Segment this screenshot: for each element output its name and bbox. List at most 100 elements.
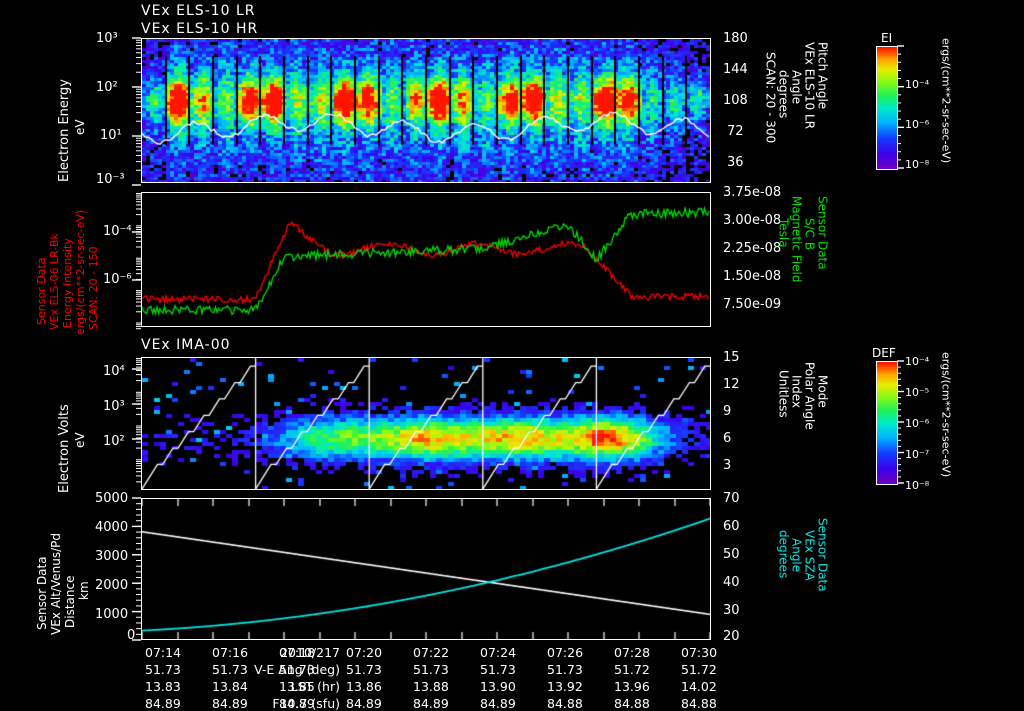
panel3-ytick-1: 10³ <box>103 399 125 414</box>
table-cell: 13.88 <box>413 679 449 694</box>
table-cell: 84.89 <box>279 696 315 711</box>
panel1-right-label-2: VEx ELS-10 LR <box>802 42 817 130</box>
panel2-right-label-1: Sensor Data <box>815 196 830 270</box>
colorbar3-title: DEF <box>872 346 896 360</box>
table-cell: 07:30 <box>681 645 718 660</box>
panel3-rtick-4: 3 <box>723 458 732 473</box>
table-cell: 84.89 <box>480 696 516 711</box>
colorbar3-tick-4: 10⁻⁸ <box>905 479 930 492</box>
panel1-rtick-4: 36 <box>727 155 744 170</box>
panel2-rtick-0: 3.75e-08 <box>723 185 782 200</box>
panel2-rtick-4: 7.50e-09 <box>723 297 782 312</box>
table-cell: 13.92 <box>547 679 583 694</box>
table-cell: 07:18 <box>279 645 316 660</box>
panel4-ytick-2: 3000 <box>95 549 129 564</box>
panel4-right-label-2: VEx SZA <box>802 530 817 581</box>
panel1-left-axis-name: Electron Energy <box>57 42 72 182</box>
table-cell: 13.86 <box>346 679 382 694</box>
colorbar1-tick-1: 10⁻⁶ <box>905 118 930 131</box>
panel2-left-label-5: SCAN: 20 - 150 <box>87 246 100 330</box>
table-cell: 51.73 <box>279 662 315 677</box>
panel1-rtick-3: 72 <box>727 124 744 139</box>
panel2-rtick-1: 3.00e-08 <box>723 213 782 228</box>
panel1-left-axis-units: eV <box>73 119 87 135</box>
colorbar3 <box>876 361 898 485</box>
panel3-left-axis-name: Electron Volts <box>57 404 72 493</box>
panel3-ytick-0: 10⁴ <box>103 364 125 379</box>
panel4-left-label-3: Distance <box>63 575 77 628</box>
table-row-label-2: LST (hr) <box>290 679 340 694</box>
panel1-right-label-5: SCAN: 20 - 300 <box>763 52 778 144</box>
panel2-right-label-3: Magnetic Field <box>789 196 804 283</box>
panel4-ytick-1: 4000 <box>95 520 129 535</box>
table-cell: 13.90 <box>480 679 516 694</box>
panel3-right-label-2: Polar Angle <box>802 362 817 430</box>
panel1-plot[interactable] <box>141 38 711 183</box>
table-row-label-3: F10.7 (sfu) <box>272 696 340 711</box>
panel1-right-label-3: Angle <box>789 70 804 105</box>
panel2-plot[interactable] <box>141 192 711 327</box>
panel1-ytick-0: 10³ <box>96 31 118 46</box>
colorbar1 <box>876 46 898 170</box>
panel1-title-lr: VEx ELS-10 LR <box>141 3 256 19</box>
panel4-right-label-1: Sensor Data <box>815 518 830 592</box>
panel3-right-label-1: Mode <box>815 375 830 408</box>
panel4-rtick-1: 60 <box>723 519 740 534</box>
colorbar3-tick-3: 10⁻⁷ <box>905 448 930 461</box>
table-cell: 14.02 <box>681 679 717 694</box>
table-cell: 51.73 <box>346 662 382 677</box>
panel3-rtick-1: 12 <box>723 377 740 392</box>
panel3-ytick-2: 10² <box>103 434 125 449</box>
table-cell: 13.83 <box>145 679 181 694</box>
panel2-left-label-1: Sensor Data <box>35 257 48 325</box>
panel3-plot[interactable] <box>141 357 711 490</box>
panel3-rtick-3: 6 <box>723 431 732 446</box>
panel4-ytick-5: 0 <box>127 628 136 643</box>
table-cell: 84.89 <box>145 696 181 711</box>
panel2-left-label-2: VEx ELS-06 LR-Bk <box>48 233 61 330</box>
panel4-rtick-3: 40 <box>723 575 740 590</box>
panel4-rtick-0: 70 <box>723 491 740 506</box>
table-cell: 07:16 <box>212 645 249 660</box>
table-cell: 51.73 <box>212 662 248 677</box>
panel1-ytick-2: 10¹ <box>100 128 122 143</box>
panel1-rtick-2: 108 <box>723 93 748 108</box>
table-cell: 13.84 <box>212 679 248 694</box>
panel1-title-hr: VEx ELS-10 HR <box>141 21 259 37</box>
table-cell: 84.88 <box>547 696 583 711</box>
colorbar1-title: EI <box>881 31 893 45</box>
panel4-right-label-4: degrees <box>776 530 791 579</box>
table-cell: 51.73 <box>145 662 181 677</box>
panel4-ytick-4: 1000 <box>95 607 129 622</box>
table-cell: 07:28 <box>614 645 651 660</box>
panel2-left-label-3: Energy Intensity <box>61 238 74 328</box>
panel3-right-label-3: Index <box>789 375 804 409</box>
panel1-right-label-1: Pitch Angle <box>815 42 830 110</box>
colorbar1-units: ergs/(cm**2-sr-sec-eV) <box>939 38 953 164</box>
panel4-plot[interactable] <box>141 498 711 640</box>
table-cell: 51.73 <box>547 662 583 677</box>
panel2-right-label-4: Tesla <box>776 218 791 248</box>
panel1-ytick-3: 10⁻³ <box>96 172 125 187</box>
table-cell: 51.73 <box>413 662 449 677</box>
panel4-left-label-4: km <box>77 581 91 600</box>
table-cell: 51.73 <box>480 662 516 677</box>
panel4-ytick-0: 5000 <box>95 491 129 506</box>
table-cell: 84.89 <box>212 696 248 711</box>
panel1-rtick-1: 144 <box>723 62 748 77</box>
table-row-label-1: V-E Ang (deg) <box>254 662 340 677</box>
table-cell: 51.72 <box>614 662 650 677</box>
table-cell: 13.85 <box>279 679 315 694</box>
panel4-ytick-3: 2000 <box>95 578 129 593</box>
panel2-rtick-3: 1.50e-08 <box>723 269 782 284</box>
panel4-left-label-2: VEx Alt/Venus/Pd <box>49 532 63 635</box>
panel4-right-label-3: Angle <box>789 538 804 573</box>
panel1-left-axis-title: Electron Energy <box>57 79 72 182</box>
table-cell: 07:20 <box>346 645 383 660</box>
panel2-rtick-2: 2.25e-08 <box>723 241 782 256</box>
panel1-rtick-0: 180 <box>723 31 748 46</box>
panel4-rtick-2: 50 <box>723 547 740 562</box>
colorbar1-tick-0: 10⁻⁴ <box>905 78 930 91</box>
panel3-rtick-0: 15 <box>723 350 740 365</box>
panel3-left-axis-units: eV <box>73 432 87 448</box>
